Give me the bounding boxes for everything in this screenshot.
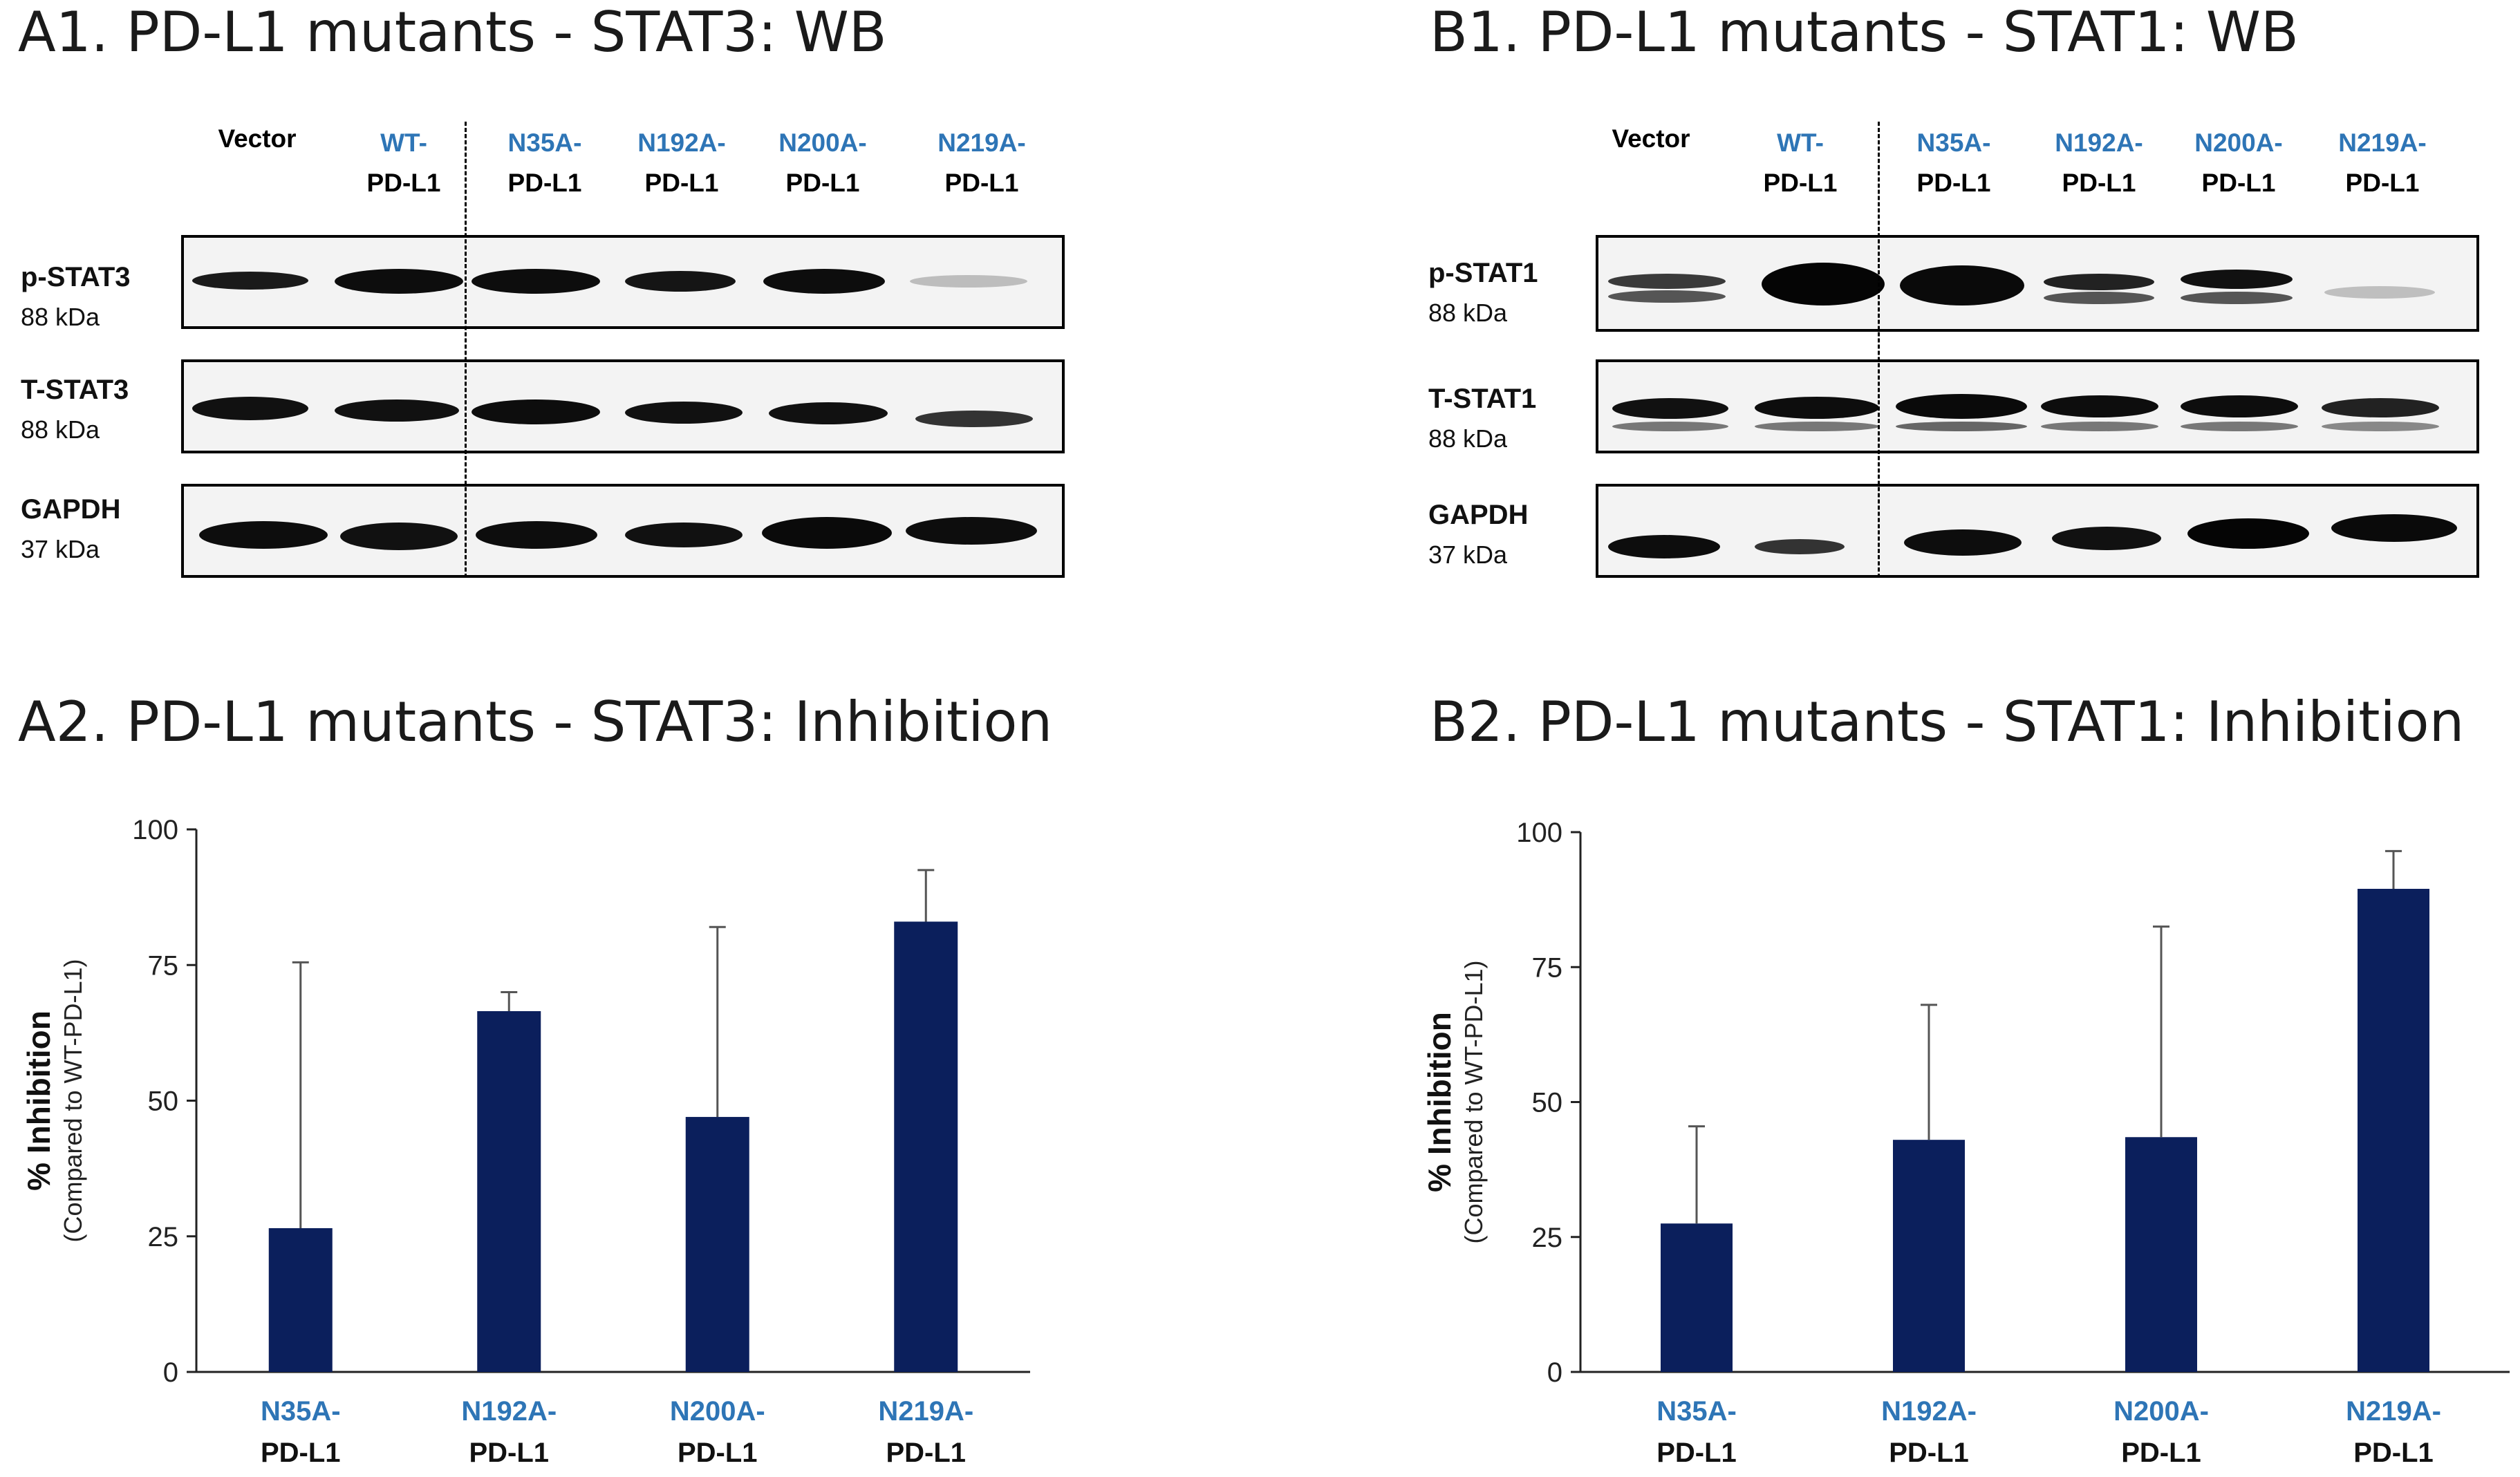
bar	[894, 921, 958, 1372]
blot-label: p-STAT3 88 kDa	[21, 262, 131, 331]
category-label: PD-L1	[261, 1438, 341, 1468]
lane-header: N192A- PD-L1	[637, 129, 726, 197]
blot-gapdh-b1	[1596, 484, 2479, 578]
category-label: PD-L1	[2121, 1438, 2201, 1468]
bar	[1893, 1140, 1965, 1372]
blot-label: T-STAT3 88 kDa	[21, 375, 129, 444]
blot-t-stat3	[181, 359, 1065, 453]
lane-header: N219A- PD-L1	[2338, 129, 2427, 197]
lane-header: N200A- PD-L1	[2194, 129, 2283, 197]
bar	[268, 1227, 333, 1372]
y-axis-title: % Inhibition	[1421, 1012, 1457, 1192]
y-tick-label: 100	[1516, 818, 1562, 848]
y-axis-title: % Inhibition	[21, 1010, 57, 1191]
category-label: PD-L1	[886, 1438, 966, 1468]
blot-p-stat1	[1596, 235, 2479, 332]
lane-header: WT- PD-L1	[366, 129, 441, 197]
category-label: N192A-	[461, 1396, 557, 1427]
y-tick-label: 50	[1532, 1088, 1563, 1118]
panel-b1-title: B1. PD-L1 mutants - STAT1: WB	[1430, 0, 2299, 64]
category-label: N219A-	[2346, 1396, 2441, 1427]
category-label: N200A-	[670, 1396, 765, 1427]
blot-label: T-STAT1 88 kDa	[1428, 384, 1537, 453]
chart-a2: 0 25 50 75 100 % Inhibition (Compared to WT-PD…	[21, 815, 1030, 1468]
lane-divider	[1878, 122, 1880, 578]
y-tick-label: 0	[1547, 1357, 1562, 1388]
category-label: N35A-	[1656, 1396, 1737, 1427]
lane-divider	[465, 122, 467, 578]
category-label: N219A-	[878, 1396, 973, 1427]
blot-p-stat3	[181, 235, 1065, 329]
panel-a1-title: A1. PD-L1 mutants - STAT3: WB	[18, 0, 887, 64]
blot-label: GAPDH 37 kDa	[21, 494, 121, 563]
y-tick-label: 75	[1532, 952, 1563, 983]
y-tick-label: 100	[132, 815, 178, 845]
lane-header: WT- PD-L1	[1763, 129, 1838, 197]
bar	[2358, 889, 2429, 1372]
lane-header: N35A- PD-L1	[1916, 129, 1991, 197]
category-label: PD-L1	[1889, 1438, 1969, 1468]
lane-header: N35A- PD-L1	[507, 129, 582, 197]
category-label: PD-L1	[1656, 1438, 1737, 1468]
category-label: N192A-	[1881, 1396, 1977, 1427]
category-label: PD-L1	[678, 1438, 758, 1468]
y-tick-label: 0	[163, 1357, 178, 1388]
blot-label: GAPDH 37 kDa	[1428, 500, 1529, 569]
lane-header: Vector	[1612, 124, 1690, 153]
bar	[1661, 1223, 1733, 1372]
bar	[477, 1010, 541, 1372]
lane-header: Vector	[218, 124, 297, 153]
blot-label: p-STAT1 88 kDa	[1428, 258, 1538, 327]
panel-b2-title: B2. PD-L1 mutants - STAT1: Inhibition	[1430, 690, 2465, 754]
y-tick-label: 75	[148, 950, 179, 981]
lane-header: N219A- PD-L1	[937, 129, 1026, 197]
category-label: N35A-	[261, 1396, 341, 1427]
bar	[685, 1117, 749, 1372]
lane-header: N192A- PD-L1	[2055, 129, 2143, 197]
blot-gapdh-a1	[181, 484, 1065, 578]
y-axis-subtitle: (Compared to WT-PD-L1)	[59, 959, 87, 1242]
panel-a2-title: A2. PD-L1 mutants - STAT3: Inhibition	[18, 690, 1053, 754]
lane-header: N200A- PD-L1	[778, 129, 867, 197]
y-tick-label: 50	[148, 1086, 179, 1117]
category-label: PD-L1	[469, 1438, 549, 1468]
blot-t-stat1	[1596, 359, 2479, 453]
category-label: N200A-	[2113, 1396, 2209, 1427]
chart-b2: 0 25 50 75 100 % Inhibition (Compared to WT-PD…	[1421, 818, 2510, 1468]
category-label: PD-L1	[2353, 1438, 2434, 1468]
bar	[2125, 1137, 2197, 1372]
y-tick-label: 25	[148, 1222, 179, 1252]
y-axis-subtitle: (Compared to WT-PD-L1)	[1459, 960, 1488, 1243]
y-tick-label: 25	[1532, 1223, 1563, 1253]
